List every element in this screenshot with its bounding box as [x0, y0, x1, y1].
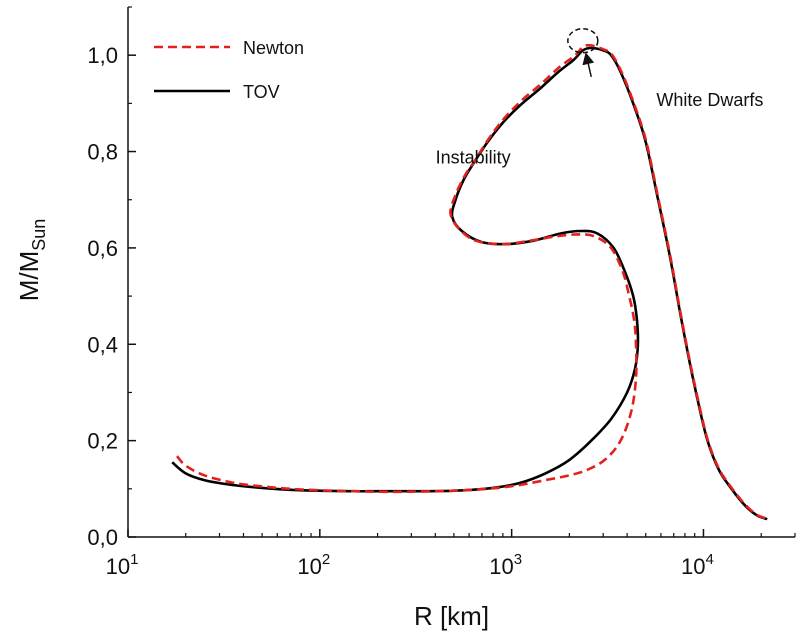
- highlight-arrow: [582, 52, 595, 78]
- label-layer: 0,0 0,2 0,4 0,6 0,8 1,0 101 102 103 104 R [km] M/MS…: [14, 43, 763, 631]
- annotation-0: Instability: [436, 148, 511, 168]
- x-tick-label: 101: [106, 551, 139, 579]
- y-axis-title: M/MSun: [14, 219, 49, 302]
- y-tick-label: 0,4: [87, 332, 118, 357]
- plot-frame: [127, 7, 795, 538]
- annotation-1: White Dwarfs: [656, 90, 763, 110]
- x-tick-label: 102: [297, 551, 330, 579]
- y-tick-label: 1,0: [87, 43, 118, 68]
- series-layer: [171, 27, 768, 521]
- y-tick-label: 0,8: [87, 140, 118, 165]
- tick-layer: [127, 6, 796, 538]
- y-tick-label: 0,2: [87, 429, 118, 454]
- x-tick-label: 104: [681, 551, 714, 579]
- legend-label-tov: TOV: [243, 82, 280, 102]
- y-tick-label: 0,6: [87, 236, 118, 261]
- legend: Newton TOV: [154, 38, 304, 102]
- series-line-newton: [175, 43, 768, 520]
- x-axis-title: R [km]: [414, 601, 489, 631]
- legend-label-newton: Newton: [243, 38, 304, 58]
- y-tick-label: 0,0: [87, 525, 118, 550]
- highlight-circle: [567, 27, 599, 54]
- series-line-tov: [171, 46, 768, 521]
- x-tick-label: 103: [489, 551, 522, 579]
